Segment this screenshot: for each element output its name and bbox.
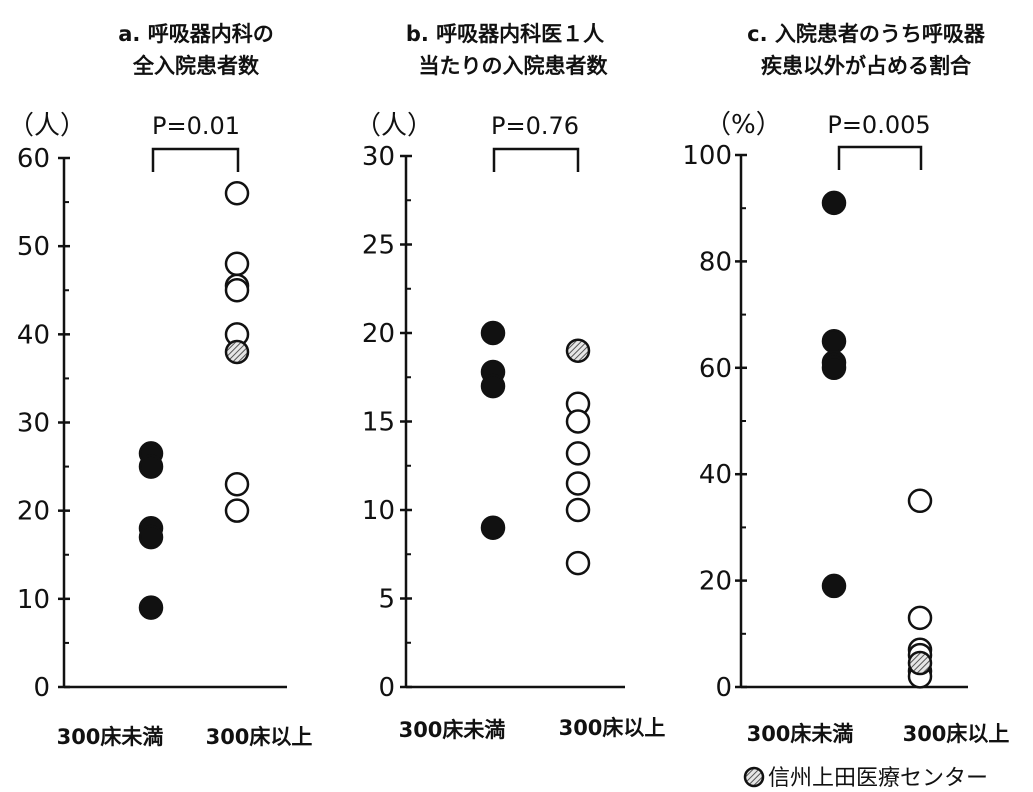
panel-b-title-line1: b. 呼吸器内科医１人	[406, 22, 604, 46]
panel-a-xcat-under300: 300床未満	[57, 725, 164, 749]
panel-c: c. 入院患者のうち呼吸器 疾患以外が占める割合 （%） P=0.005 300…	[682, 22, 1009, 746]
panel-b-point-hatched	[565, 338, 591, 363]
panel-a-point-open	[224, 181, 250, 206]
panel-b: b. 呼吸器内科医１人 当たりの入院患者数 （人） P=0.76 300床未満 …	[355, 22, 665, 742]
panel-c-point-filled	[821, 190, 847, 216]
panel-a-point-filled	[138, 595, 164, 620]
panel-a-point-open	[224, 498, 250, 523]
panel-c-point-filled	[821, 573, 847, 599]
panel-a-point-filled	[138, 454, 164, 479]
panel-c-ytick-label: 0	[715, 673, 732, 703]
panel-c-xcat-over300: 300床以上	[903, 722, 1010, 746]
panel-a-p-value: P=0.01	[152, 112, 240, 140]
panel-a-ytick-label: 0	[33, 673, 50, 703]
panel-c-unit-label: （%）	[705, 110, 782, 140]
panel-c-p-value: P=0.005	[827, 111, 930, 139]
panel-b-unit-label: （人）	[355, 111, 433, 141]
panel-a-title-line1: a. 呼吸器内科の	[118, 22, 273, 46]
panel-a-xcat-over300: 300床以上	[206, 725, 313, 749]
panel-a-ytick-label: 60	[17, 144, 50, 174]
panel-c-significance-bracket	[837, 145, 923, 170]
panel-a-unit-label: （人）	[8, 111, 86, 141]
panel-c-point-filled	[821, 328, 847, 354]
panel-c-xcat-under300: 300床未満	[747, 722, 854, 746]
legend-label: 信州上田医療センター	[768, 766, 988, 791]
panel-b-point-open	[565, 550, 591, 576]
panel-c-title-line2: 疾患以外が占める割合	[761, 54, 972, 78]
panel-c-point-open	[907, 488, 933, 514]
panel-c-title-line1: c. 入院患者のうち呼吸器	[747, 22, 986, 46]
panel-b-point-filled	[480, 373, 506, 399]
panel-b-xcat-over300: 300床以上	[559, 716, 666, 740]
panel-b-ytick-label: 20	[362, 319, 395, 349]
panel-b-xcat-under300: 300床未満	[399, 718, 506, 742]
panel-c-ytick-label: 80	[699, 247, 732, 277]
legend-hatched-marker	[743, 766, 765, 788]
panel-b-ytick-label: 10	[362, 496, 395, 526]
panel-c-point-hatched	[907, 650, 933, 676]
panel-a-point-hatched	[224, 339, 250, 365]
panel-b-point-open	[565, 441, 591, 466]
panel-c-point-open	[907, 605, 933, 631]
panel-c-ytick-label: 60	[699, 354, 732, 384]
panel-b-point-open	[565, 409, 591, 434]
panel-b-p-value: P=0.76	[491, 112, 579, 140]
panel-a: a. 呼吸器内科の 全入院患者数 （人） P=0.01 300床未満 300床以…	[8, 22, 312, 749]
panel-b-point-open	[565, 471, 591, 496]
panel-a-point-open	[224, 471, 250, 497]
panel-b-ytick-label: 30	[362, 142, 395, 172]
panel-c-ytick-label: 40	[699, 460, 732, 490]
panel-b-point-filled	[480, 320, 506, 346]
legend: 信州上田医療センター	[743, 766, 988, 791]
panel-a-point-filled	[138, 524, 164, 550]
panel-c-ytick-label: 100	[682, 141, 732, 171]
panel-a-point-open	[224, 251, 250, 277]
panel-a-significance-bracket	[151, 147, 240, 172]
panel-c-point-filled	[821, 355, 847, 381]
panel-b-title-line2: 当たりの入院患者数	[419, 54, 609, 78]
panel-a-title-line2: 全入院患者数	[132, 54, 260, 78]
panel-a-ytick-label: 10	[17, 585, 50, 615]
panel-b-ytick-label: 0	[378, 673, 395, 703]
panel-a-ytick-label: 30	[17, 409, 50, 439]
panel-a-point-open	[224, 278, 250, 303]
panel-b-ytick-label: 5	[378, 585, 395, 615]
panel-b-point-filled	[480, 515, 506, 540]
panel-b-ytick-label: 25	[362, 231, 395, 261]
panel-b-significance-bracket	[492, 147, 580, 172]
panel-b-ytick-label: 15	[362, 408, 395, 438]
panel-b-point-open	[565, 497, 591, 523]
panel-a-ytick-label: 20	[17, 497, 50, 527]
panel-c-ytick-label: 20	[699, 567, 732, 597]
panel-a-ytick-label: 40	[17, 320, 50, 350]
panel-a-ytick-label: 50	[17, 232, 50, 262]
